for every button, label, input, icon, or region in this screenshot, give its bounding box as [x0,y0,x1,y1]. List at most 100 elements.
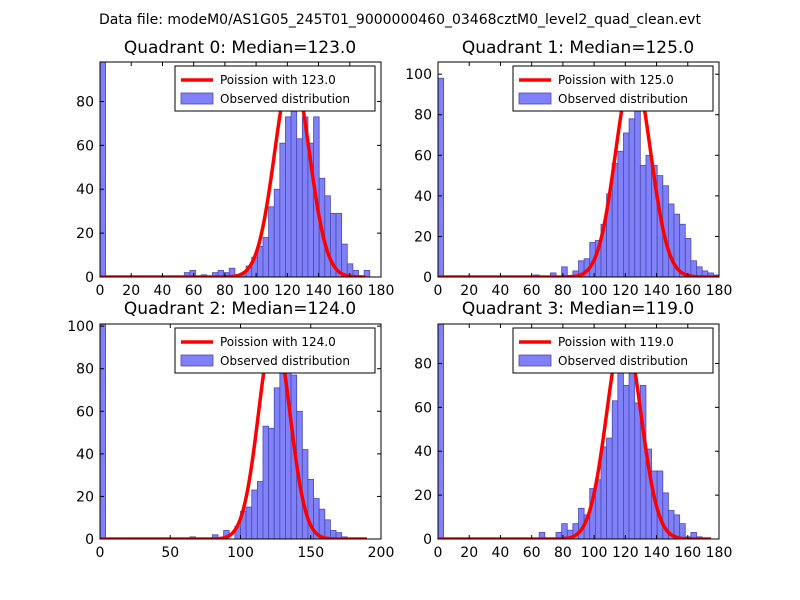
x-tick-label: 120 [612,545,639,561]
plot-area [438,324,713,539]
histogram-bar [251,489,258,539]
axes-frame [99,61,382,278]
y-tick-label: 0 [423,532,432,548]
x-tick-label: 140 [643,545,670,561]
y-tick-label: 40 [76,447,94,463]
legend-label-poisson: Poission with 119.0 [558,335,674,349]
x-tick-label: 100 [581,545,608,561]
legend: Poission with 123.0 Observed distribution [174,65,376,112]
legend-label-poisson: Poission with 124.0 [220,335,336,349]
x-tick-label: 150 [297,545,324,561]
x-tick-label: 180 [706,545,733,561]
legend-label-poisson: Poission with 123.0 [220,73,336,87]
panel-quadrant-2: Quadrant 2: Median=124.0 0 50 100 150 200 0 20… [67,299,394,561]
histogram-bar [623,132,630,277]
histogram-bar [617,360,624,539]
histogram-bar [438,77,445,277]
y-tick-label: 80 [414,108,432,124]
x-tick-label: 60 [523,283,541,299]
y-tick-label: 20 [76,489,94,505]
histogram-bar [341,243,348,277]
y-tick-label: 60 [76,138,94,154]
y-tick-label: 40 [414,444,432,460]
x-tick-label: 120 [274,283,301,299]
histogram-bar [639,165,647,277]
plot-area [100,62,371,277]
legend-label-poisson: Poission with 125.0 [558,73,674,87]
x-tick-label: 20 [122,283,140,299]
x-tick-label: 0 [434,283,443,299]
histogram-bar [273,387,281,539]
histogram-bar [273,188,281,277]
y-tick-label: 80 [414,356,432,372]
x-tick-label: 140 [305,283,332,299]
x-tick-label: 0 [96,545,105,561]
x-tick-label: 60 [523,545,541,561]
x-tick-label: 20 [460,283,478,299]
x-tick-label: 140 [643,283,670,299]
histogram-bar [324,519,331,539]
histogram-bar [656,470,664,539]
histogram-bar [335,532,343,539]
legend-bar-swatch [518,92,552,105]
histogram-bar [684,238,692,277]
histogram-bar [645,154,652,277]
y-tick-label: 60 [414,148,432,164]
x-tick-label: 50 [161,545,179,561]
legend: Poission with 124.0 Observed distribution [174,327,376,374]
plot-area [438,68,719,277]
x-tick-label: 80 [554,283,572,299]
legend: Poission with 125.0 Observed distribution [512,65,714,112]
figure-title: Data file: modeM0/AS1G05_245T01_90000004… [99,12,701,28]
y-tick-label: 40 [76,182,94,198]
x-tick-label: 100 [227,545,254,561]
histogram-bar [268,427,275,539]
axes-frame [437,61,720,278]
histogram-bar [279,142,286,277]
histogram-bar [538,532,546,539]
legend-label-observed: Observed distribution [558,354,688,368]
histogram-bar [679,223,686,277]
histogram-bar [617,150,624,277]
legend-label-observed: Observed distribution [220,92,350,106]
x-tick-label: 100 [243,283,270,299]
y-tick-label: 0 [423,270,432,286]
poisson-curve [438,68,719,277]
y-tick-label: 0 [85,270,94,286]
poisson-curve [100,69,367,277]
poisson-curve [438,328,713,539]
histogram-bar [279,364,286,539]
histogram-bar [285,116,292,277]
x-tick-label: 0 [434,545,443,561]
histogram-bar [268,206,275,277]
y-tick-label: 60 [76,404,94,420]
panel-quadrant-3: Quadrant 3: Median=119.0 0 20 40 60 80 100 120… [414,299,732,561]
y-tick-label: 80 [76,362,94,378]
x-tick-label: 100 [581,283,608,299]
histogram-bar [634,402,641,539]
histogram-bar [600,446,607,539]
histogram-bar [290,98,298,277]
panel-title: Quadrant 2: Median=124.0 [124,299,356,319]
legend-bar-swatch [518,354,552,367]
panel-title: Quadrant 3: Median=119.0 [462,299,694,319]
x-tick-label: 0 [96,283,105,299]
y-tick-label: 0 [85,532,94,548]
histogram-bar [262,425,270,539]
histogram-bar [100,324,107,539]
histogram-bar [623,385,630,539]
y-tick-label: 40 [414,189,432,205]
legend-bar-swatch [180,92,214,105]
histogram-bar [606,437,613,539]
histogram-bar [679,523,686,539]
y-tick-label: 100 [405,67,432,83]
x-tick-label: 200 [368,545,395,561]
x-tick-label: 180 [706,283,733,299]
histogram-bar [611,400,619,539]
x-tick-label: 160 [674,545,701,561]
histogram-bar [324,195,331,277]
histogram-bar [256,481,264,539]
x-tick-label: 40 [492,545,510,561]
histogram-bar [668,203,675,277]
y-tick-label: 60 [414,400,432,416]
